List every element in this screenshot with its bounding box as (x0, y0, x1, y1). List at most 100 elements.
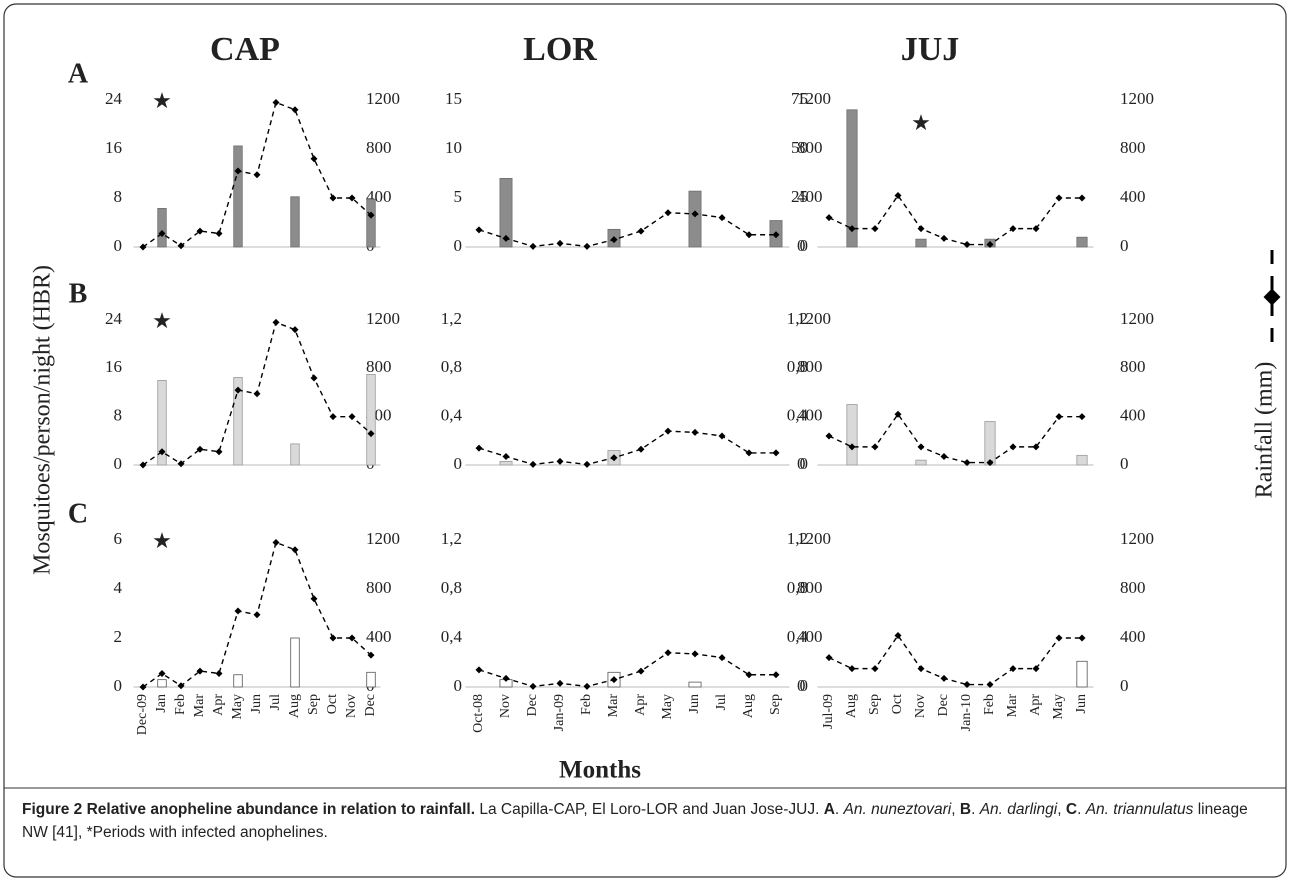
y2-tick-label: 1200 (797, 89, 831, 108)
rainfall-point (215, 230, 223, 238)
rainfall-point (329, 413, 337, 421)
y2-tick-label: 400 (797, 187, 823, 206)
y2-tick-label: 1200 (1120, 529, 1154, 548)
bar (366, 198, 376, 248)
rainfall-point (664, 427, 672, 435)
x-tick-label: Sep (768, 694, 783, 715)
caption-part: La Capilla-CAP, El Loro-LOR and Juan Jos… (475, 801, 824, 818)
x-tick-label: Apr (1028, 694, 1043, 716)
rainfall-point (848, 443, 856, 451)
bar (984, 421, 996, 466)
rainfall-point (745, 671, 753, 679)
rainfall-point (583, 682, 591, 690)
column-title: CAP (210, 31, 280, 68)
rainfall-point (718, 432, 726, 440)
y2-tick-label: 1200 (366, 529, 400, 548)
rainfall-point (963, 459, 971, 467)
rainfall-point (664, 209, 672, 217)
y-tick-label: 0,8 (787, 578, 808, 597)
y-tick-label: 0 (454, 454, 463, 473)
panel: 0 0,4 0,8 1,2 0 400 800 1200 Oct-08 Nov Dec Jan-09 F… (441, 529, 831, 733)
rainfall-point (139, 461, 147, 469)
rainfall-point (253, 171, 261, 179)
y2-tick-label: 1200 (1120, 309, 1154, 328)
y2-tick-label: 0 (1120, 236, 1129, 255)
x-tick-label: Jun (687, 694, 702, 713)
rainfall-point (894, 192, 902, 200)
y-tick-label: 0,4 (441, 406, 463, 425)
rainfall-point (139, 683, 147, 691)
rainfall-point (718, 654, 726, 662)
panel: 0 0,4 0,8 1,2 0 400 800 1200 (441, 309, 831, 473)
bar (499, 177, 513, 248)
column-title: JUJ (901, 31, 960, 68)
x-tick-label: Jan (154, 694, 169, 713)
rainfall-point (196, 227, 204, 235)
rainfall-point (367, 430, 375, 438)
rainfall-line (478, 430, 776, 466)
rainfall-point (556, 679, 564, 687)
bar (846, 404, 858, 466)
rainfall-point (894, 632, 902, 640)
rainfall-point (1032, 225, 1040, 233)
y-tick-label: 0,4 (787, 406, 809, 425)
rainfall-point (871, 665, 879, 673)
y-tick-label: 6 (114, 529, 123, 548)
x-tick-label: Apr (633, 694, 648, 716)
bar (157, 679, 167, 688)
y-tick-label: 0 (800, 676, 809, 695)
rainfall-point (1055, 634, 1063, 642)
x-tick-label: Jun (1074, 694, 1089, 713)
rainfall-point (291, 326, 299, 334)
rainfall-line (478, 211, 776, 248)
y2-tick-label: 1200 (797, 529, 831, 548)
rainfall-point (158, 448, 166, 456)
x-tick-label: Jul (714, 694, 729, 710)
y2-tick-label: 400 (1120, 627, 1146, 646)
panel: LOR 0 5 10 15 0 400 800 1200 (445, 31, 831, 255)
rainfall-point (158, 230, 166, 238)
rainfall-point (367, 651, 375, 659)
rainfall-point (848, 665, 856, 673)
x-tick-label: May (230, 694, 245, 720)
rainfall-point (825, 214, 833, 222)
rainfall-point (177, 242, 185, 250)
y-tick-label: 50 (791, 138, 808, 157)
bar (1076, 236, 1088, 248)
rainfall-point (177, 460, 185, 468)
rainfall-point (291, 106, 299, 114)
rainfall-point (610, 454, 618, 462)
x-tick-label: Mar (192, 694, 207, 718)
rainfall-point (637, 667, 645, 675)
rainfall-point (177, 682, 185, 690)
rainfall-point (986, 459, 994, 467)
bar (688, 190, 702, 248)
rainfall-point (348, 413, 356, 421)
caption-part: . (1077, 801, 1086, 818)
x-tick-label: Oct (890, 694, 905, 714)
bar (233, 145, 243, 248)
y2-tick-label: 0 (797, 676, 806, 695)
rainfall-point (848, 225, 856, 233)
y-tick-label: 0 (800, 454, 809, 473)
caption-part: An. nuneztovari (843, 801, 952, 818)
x-tick-label: Feb (579, 694, 594, 715)
rainfall-point (502, 234, 510, 242)
y-tick-label: 24 (105, 309, 123, 328)
x-tick-label: Jan-09 (552, 694, 567, 731)
caption-part: , (1057, 801, 1066, 818)
rainfall-point (310, 155, 318, 163)
panel: CAPA08162404008001200★ (68, 31, 400, 255)
rainfall-point (691, 650, 699, 658)
infection-star: ★ (152, 529, 172, 554)
x-tick-label: Jul (268, 694, 283, 710)
y2-tick-label: 800 (797, 357, 823, 376)
rainfall-point (1078, 194, 1086, 202)
rainfall-point (940, 674, 948, 682)
caption-part: , (951, 801, 960, 818)
rainfall-point (772, 231, 780, 239)
y-tick-label: 0,8 (441, 578, 462, 597)
x-tick-label: Mar (606, 694, 621, 718)
y2-tick-label: 0 (1120, 676, 1129, 695)
rainfall-point (529, 460, 537, 468)
